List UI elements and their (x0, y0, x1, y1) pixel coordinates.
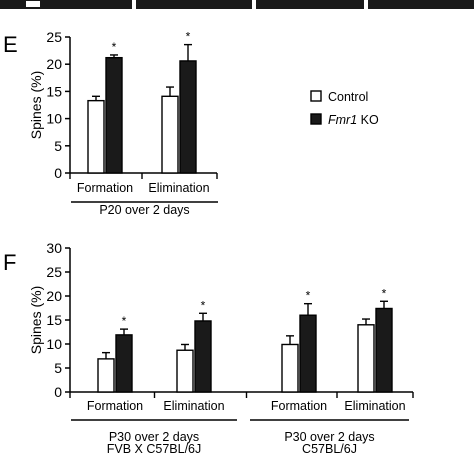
y-tick-label: 25 (46, 264, 62, 280)
legend: Control Fmr1 KO (310, 90, 379, 127)
y-tick-label: 15 (46, 83, 62, 99)
strip-segment (136, 0, 252, 9)
group-label: P30 over 2 days (109, 430, 199, 444)
y-tick-label: 0 (54, 384, 62, 400)
group-label: P20 over 2 days (99, 203, 189, 217)
bar-control (281, 343, 299, 393)
bar-control (97, 358, 115, 393)
y-axis-title: Spines (%) (28, 71, 44, 139)
y-tick-label: 25 (46, 29, 62, 45)
legend-swatch-control (310, 90, 322, 102)
bar-control (87, 99, 105, 174)
y-tick-label: 30 (46, 240, 62, 256)
category-label: Formation (87, 399, 143, 413)
legend-label-ko-suffix: KO (357, 113, 379, 127)
y-axis-title: Spines (%) (28, 286, 44, 354)
significance-star: * (186, 30, 191, 44)
bar-ko (375, 307, 393, 393)
panel-f-chart: 0 5 10 15 20 25 30 Spines (%) * Formation * Elimina… (28, 240, 414, 456)
bar-ko (299, 314, 317, 393)
legend-swatch-ko (310, 113, 322, 125)
significance-star: * (306, 289, 311, 303)
legend-label-control: Control (328, 90, 368, 104)
significance-star: * (201, 298, 206, 312)
significance-star: * (112, 40, 117, 54)
y-tick-label: 5 (54, 360, 62, 376)
y-tick-label: 5 (54, 138, 62, 154)
y-tick-label: 15 (46, 312, 62, 328)
y-tick-label: 10 (46, 336, 62, 352)
panel-e-chart: 0 5 10 15 20 25 Spines (%) * Formation * Eliminati… (28, 29, 218, 217)
group-label: P30 over 2 days (284, 430, 374, 444)
category-label: Formation (77, 181, 133, 195)
bar-ko (179, 60, 197, 174)
group-label: FVB X C57BL/6J (107, 442, 202, 456)
top-image-strip (0, 0, 474, 9)
y-tick-label: 10 (46, 111, 62, 127)
legend-label-ko-gene: Fmr1 (328, 113, 357, 127)
bar-ko (194, 320, 212, 393)
y-tick-label: 20 (46, 56, 62, 72)
panel-e-letter: E (3, 32, 18, 57)
category-label: Formation (271, 399, 327, 413)
panel-f-letter: F (3, 250, 16, 275)
significance-star: * (122, 314, 127, 328)
significance-star: * (382, 286, 387, 300)
bar-control (357, 324, 375, 393)
bar-ko (115, 334, 133, 393)
y-tick-label: 20 (46, 288, 62, 304)
bar-ko (105, 56, 123, 174)
strip-marker (26, 1, 40, 7)
legend-label-ko: Fmr1 KO (328, 113, 379, 127)
group-label: C57BL/6J (302, 442, 357, 456)
category-label: Elimination (344, 399, 405, 413)
bar-control (176, 349, 194, 393)
bar-control (161, 95, 179, 174)
strip-segment (256, 0, 364, 9)
category-label: Elimination (163, 399, 224, 413)
strip-segment (368, 0, 474, 9)
strip-segment (0, 0, 132, 9)
y-tick-label: 0 (54, 165, 62, 181)
category-label: Elimination (148, 181, 209, 195)
